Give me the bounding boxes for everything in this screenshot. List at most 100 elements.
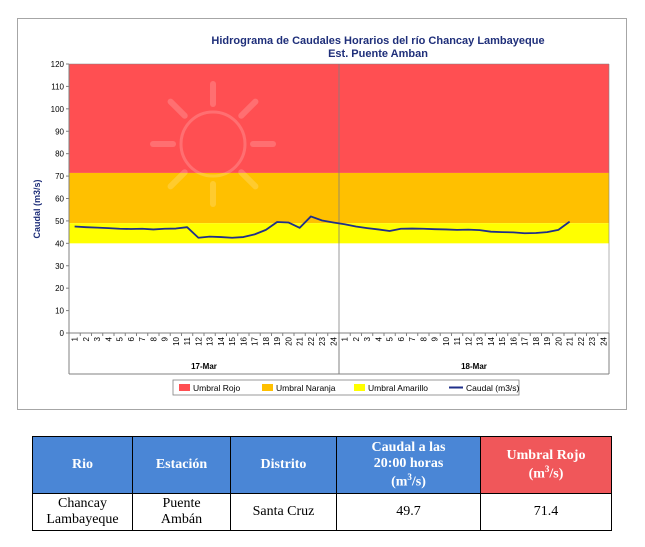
header-umbral-unit-sup: 3 — [544, 463, 550, 474]
x-tick-label: 22 — [577, 336, 586, 345]
x-tick-label: 5 — [116, 336, 125, 341]
x-tick-label: 19 — [543, 336, 552, 345]
chart-subtitle: Est. Puente Amban — [328, 48, 428, 60]
cell-rio-line1: Chancay — [58, 496, 107, 511]
header-rio-label: Rio — [72, 457, 93, 472]
x-tick-label: 7 — [408, 336, 417, 341]
x-tick-label: 8 — [149, 336, 158, 341]
x-tick-label: 3 — [93, 336, 102, 341]
x-tick-label: 9 — [431, 336, 440, 341]
x-tick-label: 2 — [352, 336, 361, 341]
cell-estacion-line1: Puente — [162, 496, 201, 511]
table-header-row: Rio Estación Distrito Caudal a las 20:00… — [32, 436, 612, 494]
legend-swatch — [354, 384, 365, 391]
y-tick-label: 100 — [51, 105, 65, 114]
x-tick-label: 8 — [419, 336, 428, 341]
header-distrito-label: Distrito — [260, 457, 307, 472]
legend: Umbral Rojo Umbral Naranja Umbral Amarillo… — [172, 379, 520, 396]
x-tick-label: 17 — [251, 336, 260, 345]
x-tick-label: 6 — [397, 336, 406, 341]
cell-umbral: 71.4 — [480, 493, 612, 531]
header-caudal-unit-end: /s) — [411, 474, 426, 490]
header-umbral-unit: (m — [528, 466, 545, 482]
legend-swatch — [262, 384, 273, 391]
legend-swatch — [179, 384, 190, 391]
header-caudal-unit-sup: 3 — [407, 471, 412, 482]
x-tick-label: 20 — [554, 336, 563, 345]
legend-box — [172, 379, 520, 396]
series-line-caudal — [74, 215, 571, 239]
x-tick-label: 3 — [363, 336, 372, 341]
cell-rio: Chancay Lambayeque — [32, 493, 133, 531]
y-tick-label: 10 — [55, 307, 64, 316]
y-tick-label: 20 — [55, 284, 64, 293]
x-tick-label: 5 — [386, 336, 395, 341]
y-tick-label: 0 — [60, 329, 65, 338]
x-tick-label: 10 — [172, 336, 181, 345]
header-caudal: Caudal a las 20:00 horas (m3/s) — [336, 436, 481, 494]
table-row: Chancay Lambayeque Puente Ambán Santa Cruz… — [32, 493, 612, 531]
cell-caudal: 49.7 — [336, 493, 481, 531]
header-estacion: Estación — [132, 436, 231, 494]
x-tick-label: 18 — [532, 336, 541, 345]
cell-estacion-line2: Ambán — [160, 512, 203, 527]
x-tick-label: 15 — [228, 336, 237, 345]
x-tick-label: 21 — [296, 336, 305, 345]
x-tick-label: 23 — [318, 336, 327, 345]
watermark-ray — [167, 98, 188, 119]
legend-label: Umbral Naranja — [276, 383, 336, 393]
x-tick-label: 14 — [487, 336, 496, 345]
y-tick-label: 30 — [55, 262, 64, 271]
x-tick-label: 4 — [374, 336, 383, 341]
cell-rio-line2: Lambayeque — [46, 512, 119, 527]
x-tick-label: 7 — [138, 336, 147, 341]
x-tick-label: 24 — [329, 336, 338, 345]
chart-frame: Hidrograma de Caudales Horarios del río … — [17, 18, 627, 410]
y-axis-label: Caudal (m3/s) — [32, 179, 42, 238]
data-table: Rio Estación Distrito Caudal a las 20:00… — [32, 436, 612, 531]
x-tick-label: 11 — [183, 336, 192, 345]
x-tick-label: 16 — [509, 336, 518, 345]
header-caudal-line1: Caudal a las — [371, 439, 446, 455]
cell-estacion: Puente Ambán — [132, 493, 231, 531]
x-tick-label: 9 — [161, 336, 170, 341]
hydrograph-chart: Hidrograma de Caudales Horarios del río … — [32, 35, 610, 396]
x-tick-label: 6 — [127, 336, 136, 341]
header-estacion-label: Estación — [155, 457, 208, 472]
legend-label: Umbral Amarillo — [368, 383, 428, 393]
cell-distrito: Santa Cruz — [230, 493, 337, 531]
x-tick-label: 2 — [82, 336, 91, 341]
day-labels: 17-Mar 18-Mar — [68, 333, 610, 375]
series-layer — [74, 215, 571, 239]
y-tick-label: 40 — [55, 239, 64, 248]
chart-title: Hidrograma de Caudales Horarios del río … — [211, 35, 544, 47]
y-tick-label: 110 — [51, 82, 64, 91]
y-tick-label: 90 — [55, 127, 64, 136]
header-umbral: Umbral Rojo (m3/s) — [480, 436, 612, 494]
x-tick-label: 13 — [476, 336, 485, 345]
watermark-ray — [238, 98, 259, 119]
x-tick-label: 12 — [464, 336, 473, 345]
watermark-ray — [238, 169, 259, 190]
x-tick-label: 14 — [217, 336, 226, 345]
x-tick-label: 16 — [239, 336, 248, 345]
legend-label: Umbral Rojo — [193, 383, 241, 393]
header-umbral-line1: Umbral Rojo — [506, 447, 586, 463]
day-label-2: 18-Mar — [461, 362, 487, 371]
header-caudal-line2: 20:00 horas — [373, 455, 444, 471]
header-caudal-unit: (m — [391, 474, 408, 490]
y-tick-label: 60 — [55, 195, 64, 204]
x-tick-label: 11 — [453, 336, 462, 345]
x-tick-label: 24 — [599, 336, 608, 345]
x-tick-label: 10 — [442, 336, 451, 345]
y-tick-label: 70 — [55, 172, 64, 181]
x-tick-label: 15 — [498, 336, 507, 345]
x-tick-label: 23 — [588, 336, 597, 345]
legend-label: Caudal (m3/s) — [466, 383, 520, 393]
x-tick-label: 4 — [104, 336, 113, 341]
x-tick-label: 19 — [273, 336, 282, 345]
day-label-1: 17-Mar — [191, 362, 217, 371]
x-tick-label: 1 — [71, 336, 80, 341]
y-tick-label: 80 — [55, 150, 64, 159]
x-tick-label: 1 — [341, 336, 350, 341]
